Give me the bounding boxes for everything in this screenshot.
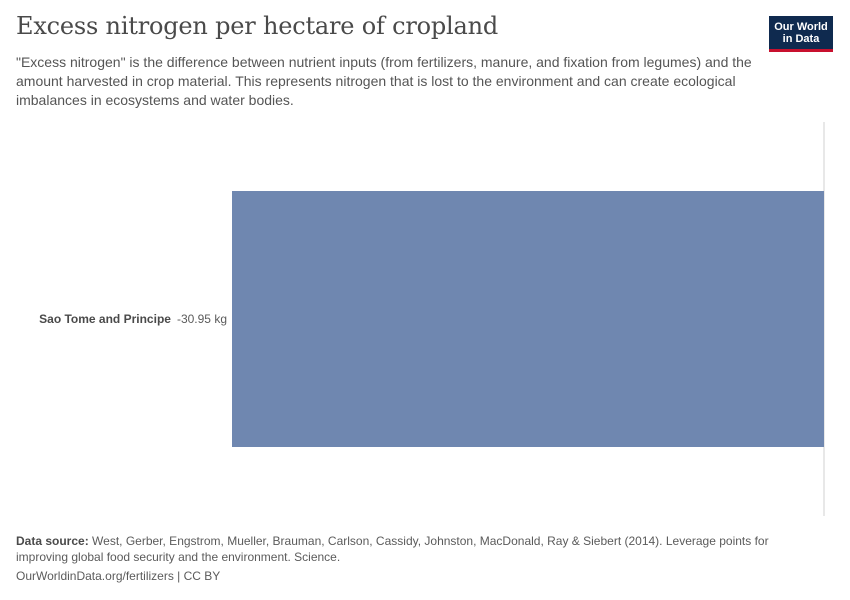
bar[interactable] (232, 191, 824, 447)
logo-line-1: Our World (774, 21, 828, 33)
license-link[interactable]: OurWorldinData.org/fertilizers | CC BY (16, 569, 221, 583)
bar-value-label: -30.95 kg (177, 312, 227, 326)
chart-subtitle: "Excess nitrogen" is the difference betw… (16, 54, 752, 108)
data-source-text: West, Gerber, Engstrom, Mueller, Brauman… (16, 534, 769, 564)
data-source-label: Data source: (16, 534, 89, 548)
chart-title: Excess nitrogen per hectare of cropland (16, 12, 499, 40)
data-source: Data source: West, Gerber, Engstrom, Mue… (16, 533, 806, 565)
category-label: Sao Tome and Principe (39, 312, 171, 326)
logo-line-2: in Data (782, 33, 820, 45)
owid-logo[interactable]: Our World in Data (769, 16, 833, 52)
